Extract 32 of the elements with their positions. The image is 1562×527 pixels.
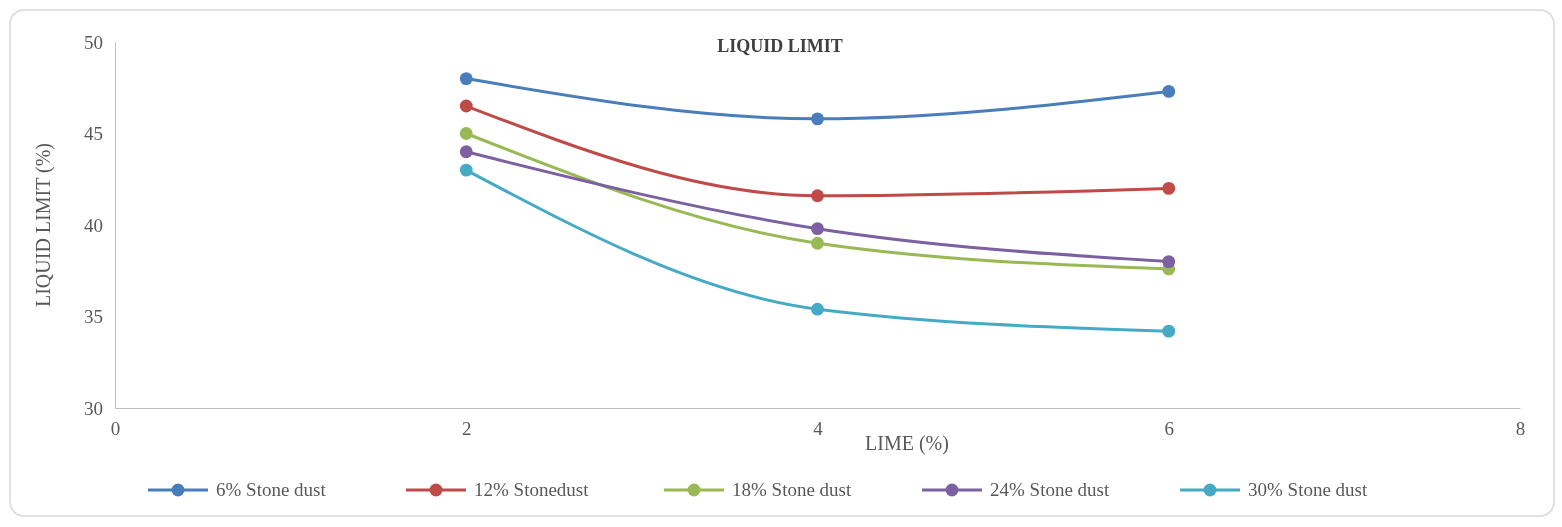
point xyxy=(1162,324,1176,338)
point xyxy=(459,127,473,140)
x-tick-label: 4 xyxy=(813,418,824,440)
point xyxy=(811,189,824,203)
legend-label: 12% Stonedust xyxy=(474,479,590,500)
chart-title: LIQUID LIMIT xyxy=(717,36,843,56)
point xyxy=(811,112,824,126)
y-tick-label: 40 xyxy=(84,214,103,236)
x-tick-label: 0 xyxy=(110,418,121,440)
point xyxy=(811,236,824,250)
legend-label: 24% Stone dust xyxy=(990,479,1110,500)
point xyxy=(459,163,473,177)
point xyxy=(459,145,473,159)
y-tick-label: 45 xyxy=(84,123,103,145)
x-axis-title: LIME (%) xyxy=(865,432,949,455)
y-tick-label: 35 xyxy=(84,306,103,328)
legend-label: 6% Stone dust xyxy=(216,479,327,500)
legend-label: 30% Stone dust xyxy=(1248,479,1368,500)
point xyxy=(1162,181,1176,195)
y-tick-label: 50 xyxy=(84,31,103,53)
x-tick-label: 6 xyxy=(1164,418,1174,440)
point xyxy=(811,302,824,316)
point xyxy=(811,222,824,236)
point xyxy=(459,99,473,113)
y-tick-label: 30 xyxy=(84,397,103,419)
y-axis-title: LIQUID LIMIT (%) xyxy=(32,142,55,308)
point xyxy=(1162,84,1176,98)
point xyxy=(459,72,473,86)
x-tick-label: 8 xyxy=(1515,418,1526,440)
point xyxy=(1162,255,1176,269)
legend-label: 18% Stone dust xyxy=(732,479,852,500)
x-tick-label: 2 xyxy=(462,418,472,440)
